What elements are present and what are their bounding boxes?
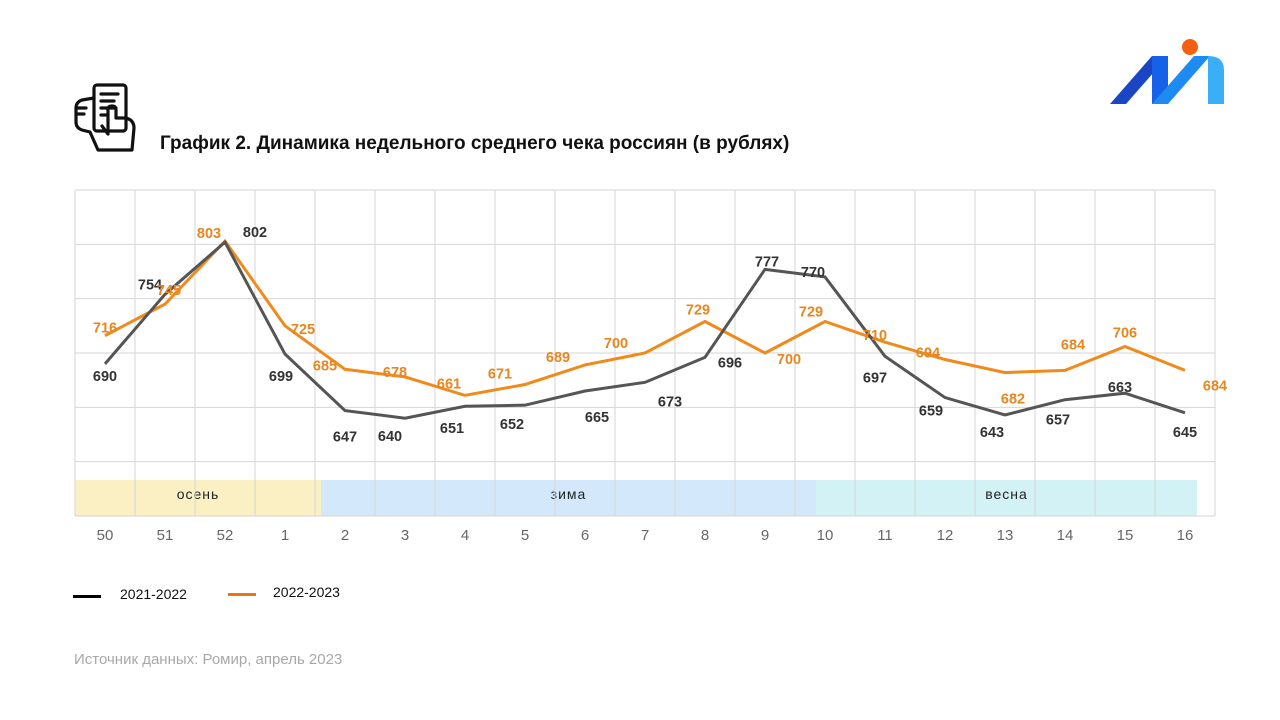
season-label: весна [985,486,1028,502]
source-note: Источник данных: Ромир, апрель 2023 [74,651,343,668]
season-label: осень [177,486,220,502]
data-label: 803 [197,226,221,242]
x-tick-label: 2 [341,527,349,544]
data-label: 697 [863,370,887,386]
data-label: 729 [799,304,823,320]
data-label: 678 [383,365,407,381]
season-band [321,480,816,516]
data-label: 802 [243,225,267,241]
data-label: 673 [658,394,682,410]
data-label: 696 [718,355,742,371]
data-label: 640 [378,429,402,445]
x-tick-label: 4 [461,527,469,544]
x-tick-label: 12 [937,527,954,544]
x-tick-label: 15 [1117,527,1134,544]
receipt-hand-icon [74,83,136,152]
chart-title: График 2. Динамика недельного среднего ч… [160,133,790,154]
romir-logo [1110,39,1224,104]
data-label: 690 [93,369,117,385]
legend-label-2021-2022: 2021-2022 [120,586,187,602]
x-tick-label: 10 [817,527,834,544]
data-label: 643 [980,425,1004,441]
data-label: 647 [333,430,357,446]
data-label: 745 [157,283,181,299]
x-tick-label: 9 [761,527,769,544]
data-label: 682 [1001,392,1025,408]
data-label: 651 [440,421,464,437]
data-label: 663 [1108,380,1132,396]
season-band [75,480,321,516]
data-label: 700 [777,352,801,368]
data-label: 699 [269,369,293,385]
data-label: 710 [863,328,887,344]
data-label: 725 [291,322,315,338]
x-tick-label: 14 [1057,527,1074,544]
x-tick-label: 51 [157,527,174,544]
data-label: 777 [755,254,779,270]
data-label: 770 [801,265,825,281]
x-tick-label: 50 [97,527,114,544]
data-label: 661 [437,376,461,392]
data-label: 659 [919,404,943,420]
legend-line-2021-2022 [73,595,101,598]
data-label: 700 [604,336,628,352]
x-tick-label: 52 [217,527,234,544]
data-label: 706 [1113,325,1137,341]
data-label: 689 [546,350,570,366]
data-label: 754 [138,277,162,293]
x-tick-label: 13 [997,527,1014,544]
data-label: 684 [1203,378,1227,394]
data-label: 645 [1173,425,1197,441]
data-label: 716 [93,321,117,337]
data-label: 652 [500,417,524,433]
x-tick-label: 6 [581,527,589,544]
data-label: 694 [916,346,940,362]
x-tick-label: 11 [877,527,893,544]
data-label: 684 [1061,337,1085,353]
x-tick-label: 1 [281,527,289,544]
series-line-2021-2022 [103,239,1186,420]
season-band [816,480,1197,516]
x-tick-label: 8 [701,527,709,544]
x-tick-label: 3 [401,527,409,544]
x-tick-label: 7 [641,527,649,544]
data-label: 657 [1046,413,1070,429]
legend-line-2022-2023 [228,593,256,596]
data-label: 729 [686,302,710,318]
data-label: 685 [313,358,337,374]
data-label: 665 [585,410,609,426]
data-label: 671 [488,367,512,383]
x-tick-label: 16 [1177,527,1194,544]
season-label: зима [551,486,587,502]
x-tick-label: 5 [521,527,529,544]
legend-label-2022-2023: 2022-2023 [273,584,340,600]
series-line-2022-2023 [104,238,1186,397]
